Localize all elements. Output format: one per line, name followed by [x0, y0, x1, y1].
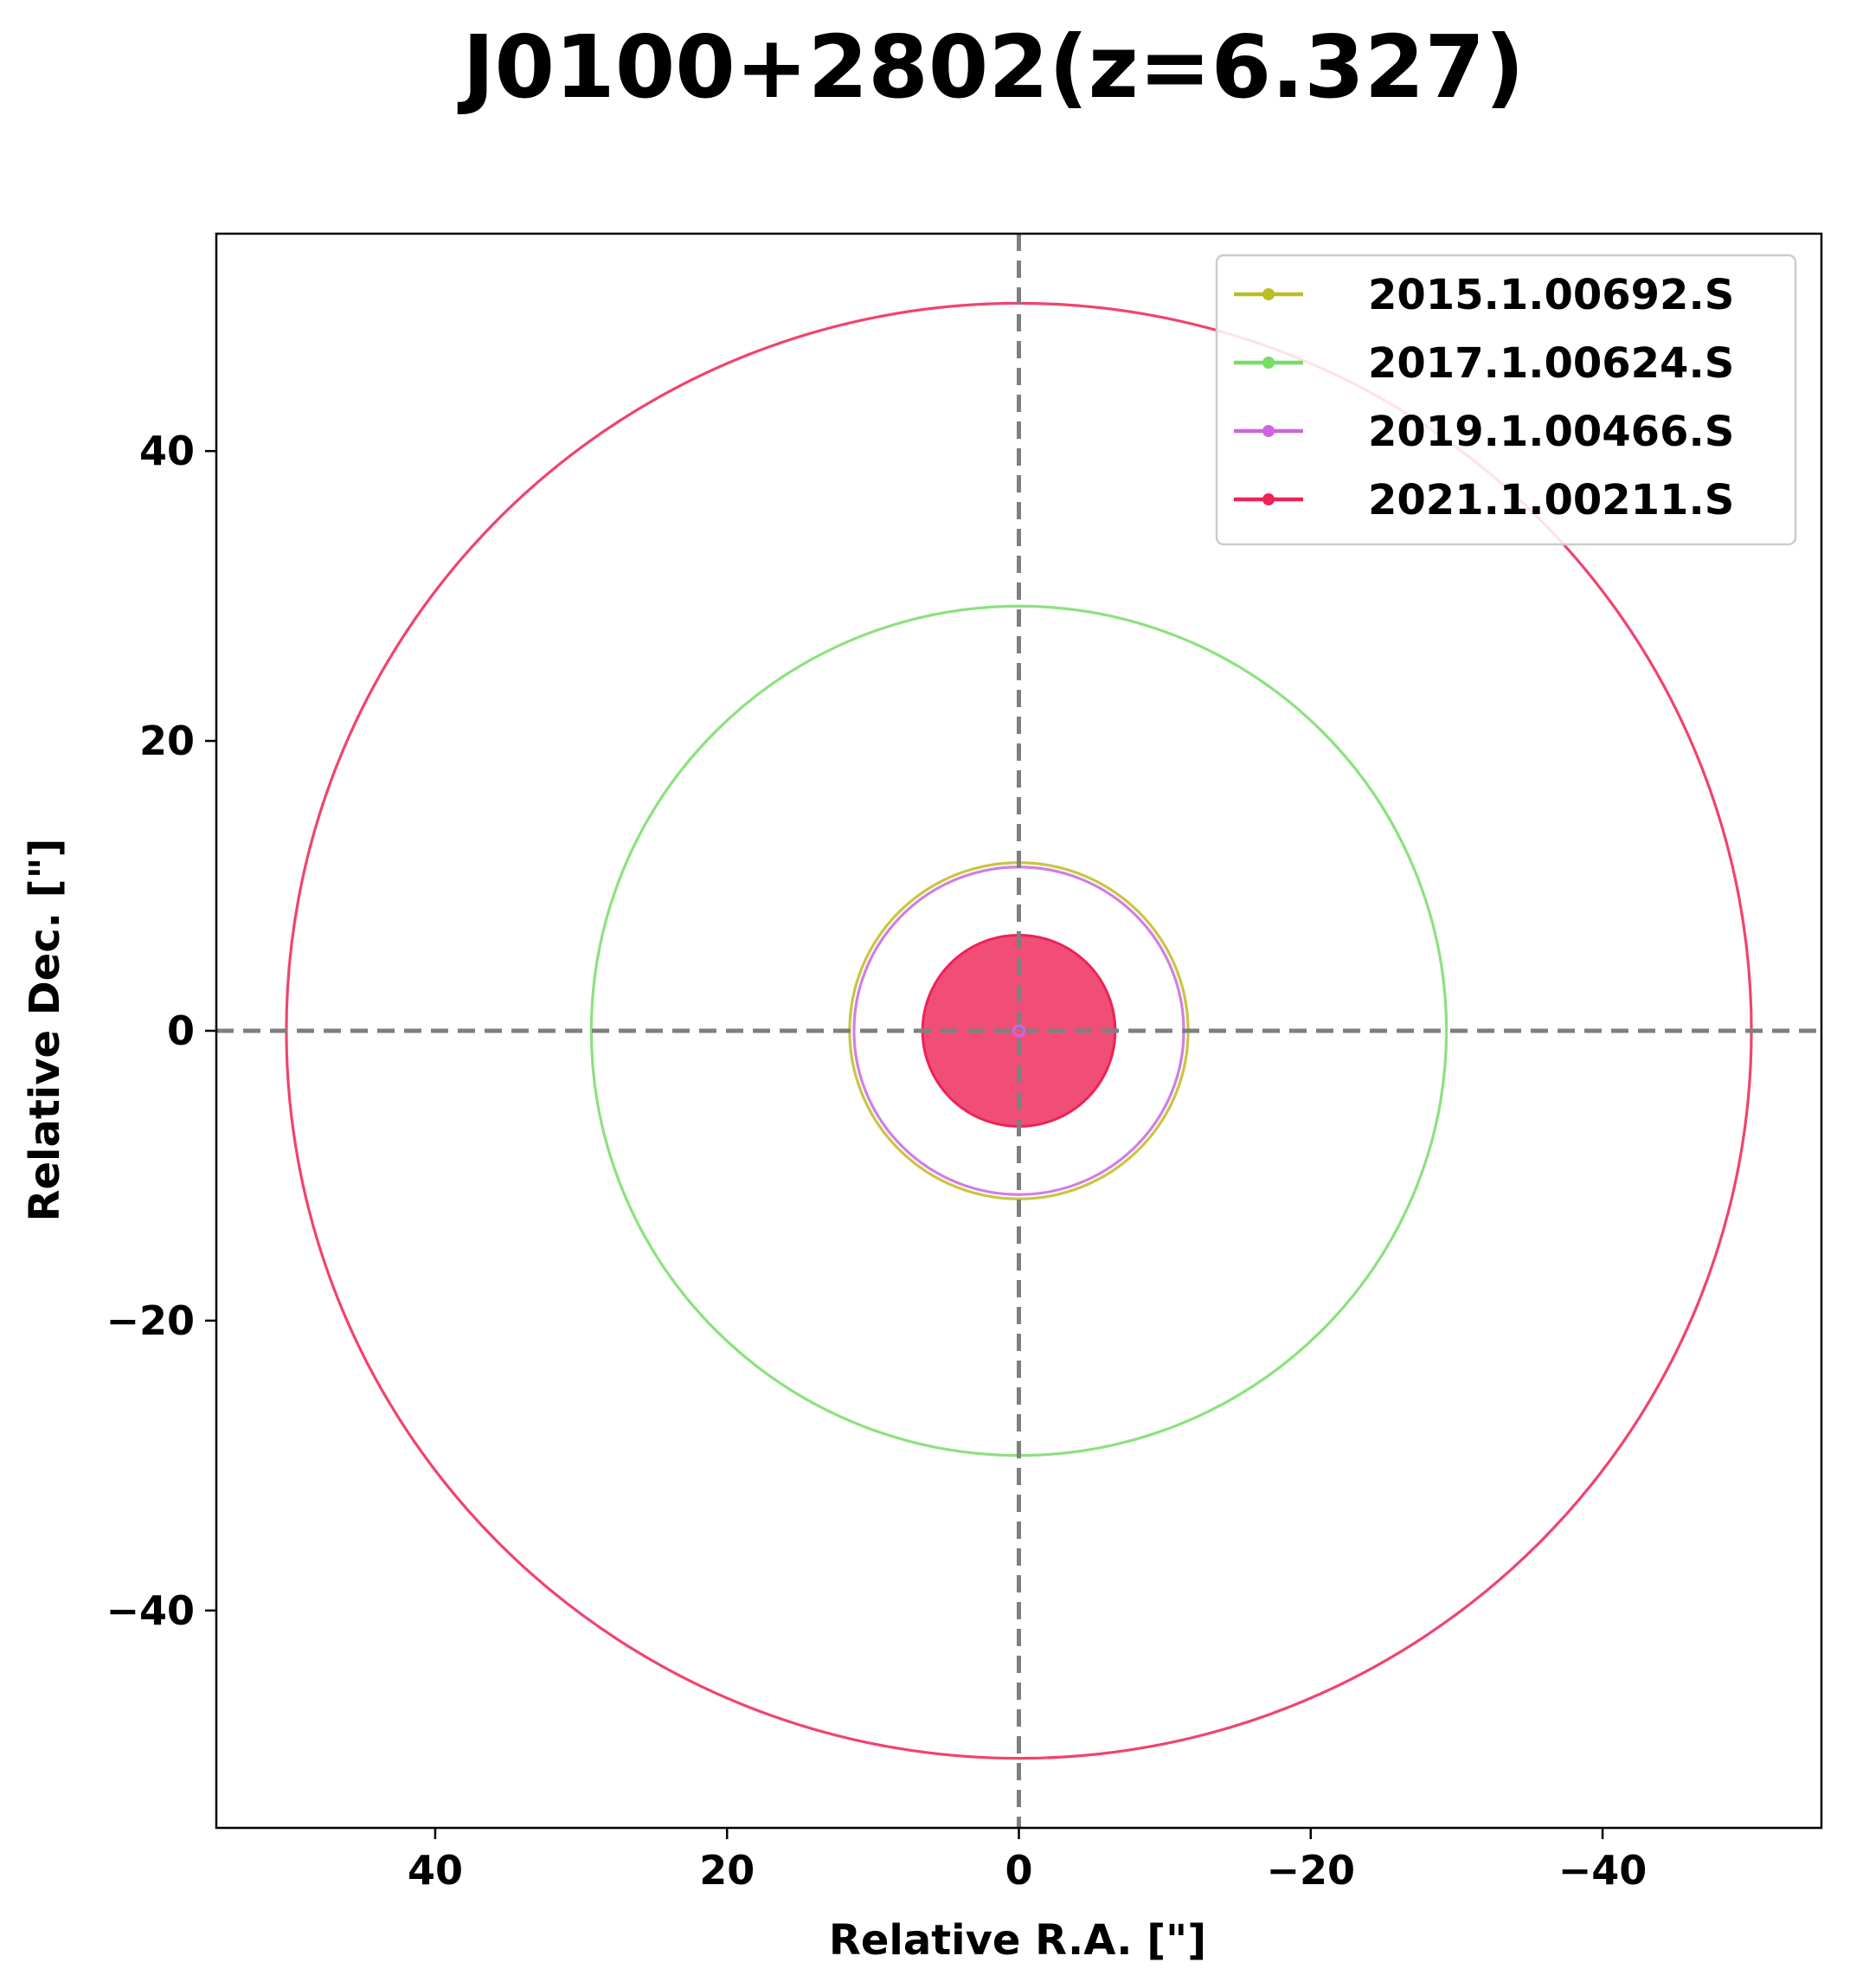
legend-marker-2 [1262, 425, 1275, 437]
y-tick-label: 0 [167, 1007, 195, 1054]
y-tick-label: −20 [106, 1297, 195, 1344]
legend: 2015.1.00692.S 2017.1.00624.S 2019.1.00466… [1215, 254, 1797, 546]
x-tick-label: 40 [408, 1847, 463, 1894]
legend-marker-3 [1262, 493, 1275, 505]
y-tick-label: 20 [139, 717, 195, 764]
x-tick-label: −20 [1266, 1847, 1355, 1894]
plot-area: 40 20 0 −20 −40 40 20 0 −20 −40 [106, 232, 1823, 1894]
legend-box [1215, 254, 1797, 546]
x-tick-label: 20 [699, 1847, 755, 1894]
y-tick-label: −40 [106, 1587, 195, 1634]
center-marker [1012, 1024, 1025, 1038]
legend-label-1: 2017.1.00624.S [1368, 339, 1734, 388]
x-tick-label: −40 [1558, 1847, 1648, 1894]
reference-lines [216, 234, 1821, 1828]
legend-marker-1 [1262, 357, 1275, 369]
y-axis-label: Relative Dec. ["] [21, 839, 69, 1222]
legend-label-0: 2015.1.00692.S [1368, 271, 1734, 319]
legend-marker-0 [1262, 288, 1275, 300]
legend-label-3: 2021.1.00211.S [1368, 476, 1734, 524]
legend-label-2: 2019.1.00466.S [1368, 408, 1734, 456]
x-tick-label: 0 [1005, 1847, 1032, 1894]
chart-title: J0100+2802(z=6.327) [457, 16, 1524, 118]
y-tick-label: 40 [139, 428, 195, 474]
x-axis-label: Relative R.A. ["] [829, 1916, 1206, 1965]
